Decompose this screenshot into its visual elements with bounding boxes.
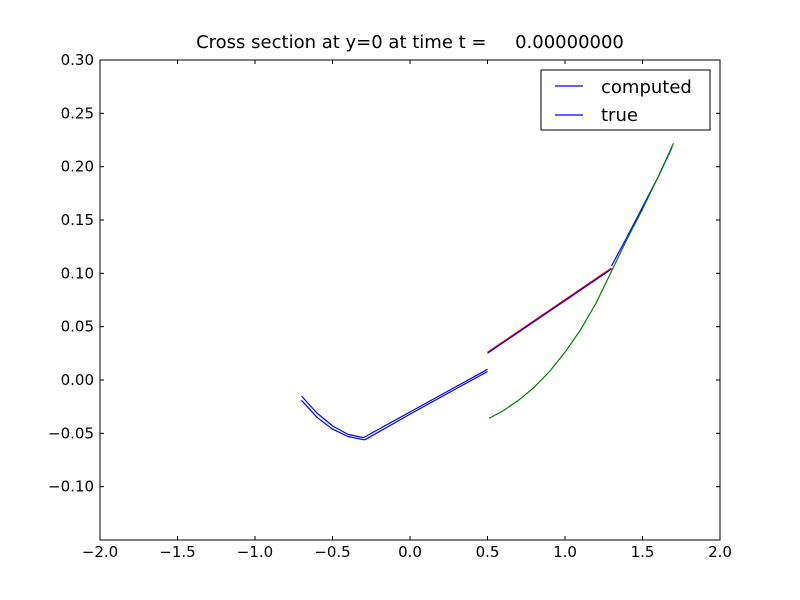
x-tick-label: 0.0 — [398, 543, 422, 561]
y-tick-label: 0.25 — [61, 104, 94, 122]
chart-title: Cross section at y=0 at time t = 0.00000… — [196, 32, 624, 53]
y-tick-label: 0.05 — [61, 318, 94, 336]
y-tick-label: 0.10 — [61, 264, 94, 282]
legend: computed true — [540, 69, 711, 131]
x-tick-label: −2.0 — [82, 543, 118, 561]
x-tick-label: −1.0 — [237, 543, 273, 561]
series-line-4 — [487, 267, 612, 353]
y-tick-label: 0.00 — [61, 371, 94, 389]
x-tick-label: 1.5 — [631, 543, 655, 561]
x-tick-label: 0.5 — [476, 543, 500, 561]
x-tick-label: 1.0 — [553, 543, 577, 561]
x-tick-label: 2.0 — [708, 543, 732, 561]
y-tick-label: 0.15 — [61, 211, 94, 229]
plot-area — [100, 60, 720, 540]
axis-ticks: −2.0 −1.5 −1.0 −0.5 0.0 0.5 1.0 1.5 2.0 −0.10 −0.0… — [48, 51, 732, 561]
x-tick-label: −0.5 — [314, 543, 350, 561]
legend-label-computed: computed — [601, 77, 692, 98]
plot-frame — [99, 59, 721, 541]
y-tick-label: −0.05 — [48, 424, 94, 442]
x-tick-label: −1.5 — [159, 543, 195, 561]
legend-label-true: true — [601, 105, 638, 126]
series-line-3 — [488, 142, 675, 419]
y-tick-label: 0.20 — [61, 158, 94, 176]
series-line-5 — [487, 268, 612, 354]
y-tick-label: 0.30 — [61, 51, 94, 69]
series-layer — [301, 142, 675, 441]
y-tick-label: −0.10 — [48, 478, 94, 496]
series-line-computed — [301, 368, 488, 439]
legend-box — [540, 69, 711, 131]
series-line-true — [301, 370, 488, 441]
